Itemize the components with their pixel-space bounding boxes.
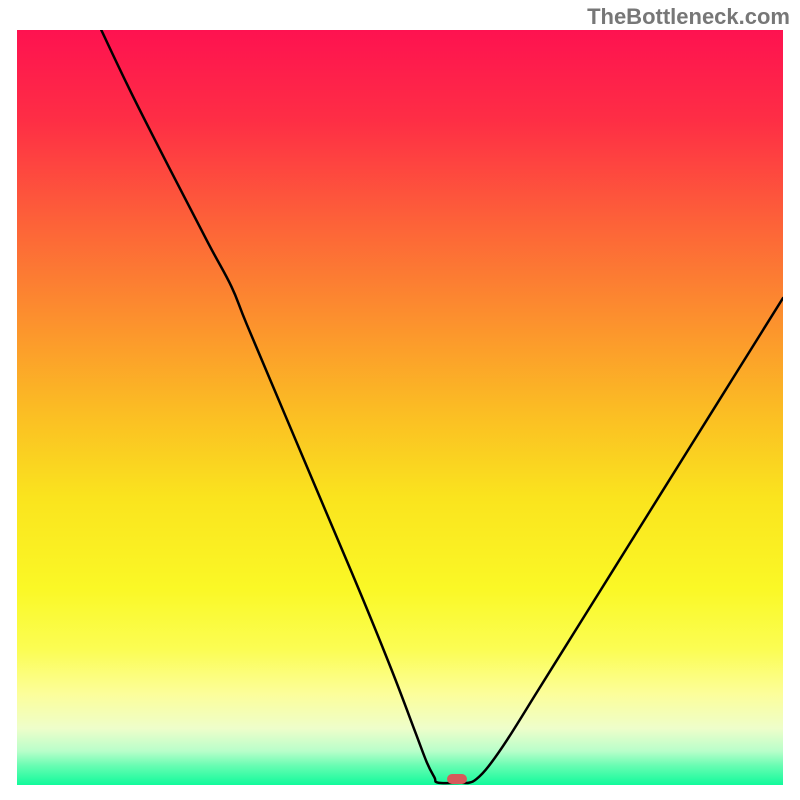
gradient-background: [17, 30, 783, 785]
plot-area: [17, 30, 783, 785]
watermark-label: TheBottleneck.com: [587, 4, 790, 30]
optimal-marker: [447, 774, 467, 784]
bottleneck-chart: TheBottleneck.com: [0, 0, 800, 800]
